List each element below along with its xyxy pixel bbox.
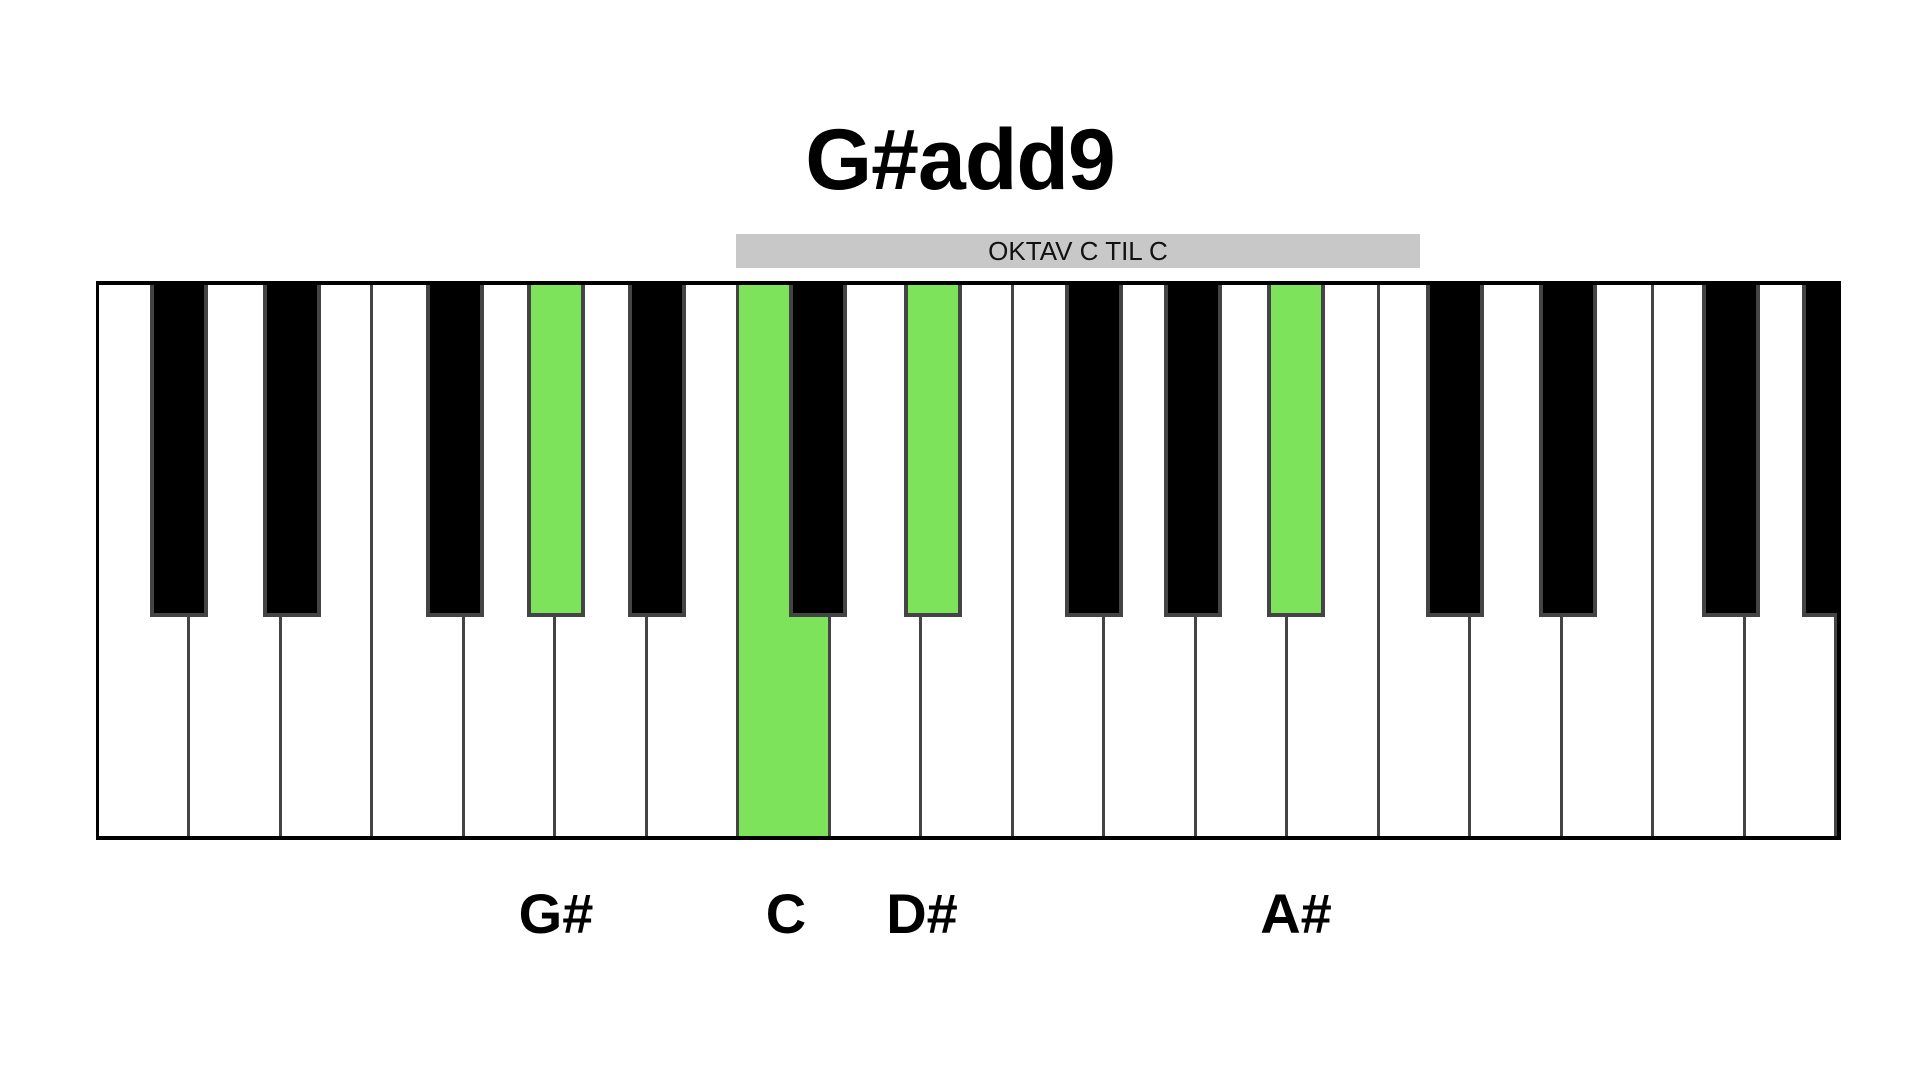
chord-title: G#add9: [805, 112, 1115, 208]
piano-keyboard: [96, 281, 1841, 840]
black-key: [1702, 285, 1760, 617]
black-key: [904, 285, 962, 617]
black-key: [527, 285, 585, 617]
black-key: [1426, 285, 1484, 617]
note-label-a-sharp: A#: [1260, 882, 1332, 945]
black-key: [263, 285, 321, 617]
black-key: [1802, 285, 1837, 617]
black-key: [628, 285, 686, 617]
note-label-c: C: [765, 882, 807, 945]
black-key: [426, 285, 484, 617]
note-label-g-sharp: G#: [518, 882, 594, 945]
note-label-d-sharp: D#: [886, 882, 958, 945]
black-key: [1164, 285, 1222, 617]
black-key: [1267, 285, 1325, 617]
octave-range-bar: OKTAV C TIL C: [736, 234, 1420, 268]
black-key: [1065, 285, 1123, 617]
black-key: [1539, 285, 1597, 617]
black-key: [789, 285, 847, 617]
black-key: [150, 285, 208, 617]
